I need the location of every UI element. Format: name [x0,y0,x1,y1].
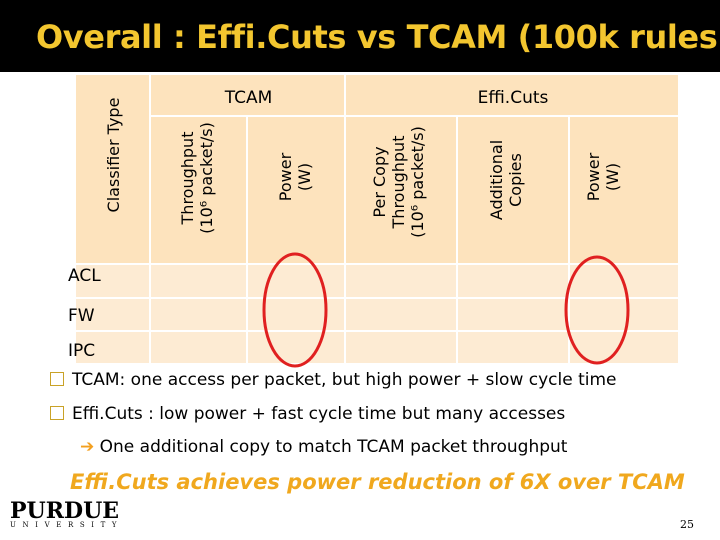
bullet-item: Effi.Cuts : low power + fast cycle time … [50,404,565,424]
table-cell [346,332,458,365]
header-power2-cell [570,117,680,265]
header-percopy-cell [346,117,458,265]
sub-bullet-text: One additional copy to match TCAM packet… [99,437,568,457]
header-addcopies-cell [458,117,570,265]
header-classifier-type: Classifier Type [104,97,123,213]
table-cell [458,265,570,299]
column-header-power: Power (W) [276,152,314,202]
group-header-efficuts: Effi.Cuts [477,88,549,108]
conclusion-text: Effi.Cuts achieves power reduction of 6X… [70,470,685,494]
table-cell [458,299,570,332]
table-cell [248,332,346,365]
arrow-right-icon: ➔ [80,437,95,457]
slide-title: Overall : Effi.Cuts vs TCAM (100k rules) [36,18,720,56]
row-ipc-label-cell [76,332,151,365]
table-cell [151,265,248,299]
table-cell [570,332,680,365]
header-throughput-cell [151,117,248,265]
table-cell [248,299,346,332]
title-bar: Overall : Effi.Cuts vs TCAM (100k rules) [0,0,720,72]
comparison-table [76,75,680,365]
logo-sub-text: UNIVERSITY [10,521,124,529]
table-cell [570,265,680,299]
table-cell [248,265,346,299]
column-header-per-copy-throughput: Per Copy Throughput (10⁶ packet/s) [370,126,427,238]
logo-main-text: PURDUE [10,498,120,524]
bullet-box-icon [50,406,64,420]
row-label-ipc: IPC [68,341,96,361]
sub-bullet-item: ➔ One additional copy to match TCAM pack… [80,437,567,457]
bullet-item: TCAM: one access per packet, but high po… [50,370,617,390]
column-header-additional-copies: Additional Copies [487,139,525,221]
row-label-fw: FW [68,306,95,326]
table-cell [151,332,248,365]
bullet-box-icon [50,372,64,386]
column-header-throughput: Throughput (10⁶ packet/s) [178,122,216,234]
group-header-tcam: TCAM [224,88,273,108]
column-header-power-efficuts: Power (W) [584,152,622,202]
header-tcam-group-cell [151,75,346,117]
header-efficuts-group-cell [346,75,680,117]
row-acl-label-cell [76,265,151,299]
table-cell [346,299,458,332]
table-cell [570,299,680,332]
page-number: 25 [680,518,694,531]
purdue-logo: PURDUE UNIVERSITY [10,498,124,532]
table-cell [458,332,570,365]
row-label-acl: ACL [68,266,101,286]
row-fw-label-cell [76,299,151,332]
header-classifier-cell [76,75,151,265]
bullet-text: TCAM: one access per packet, but high po… [72,370,617,390]
table-cell [151,299,248,332]
table-cell [346,265,458,299]
bullet-text: Effi.Cuts : low power + fast cycle time … [72,404,566,424]
